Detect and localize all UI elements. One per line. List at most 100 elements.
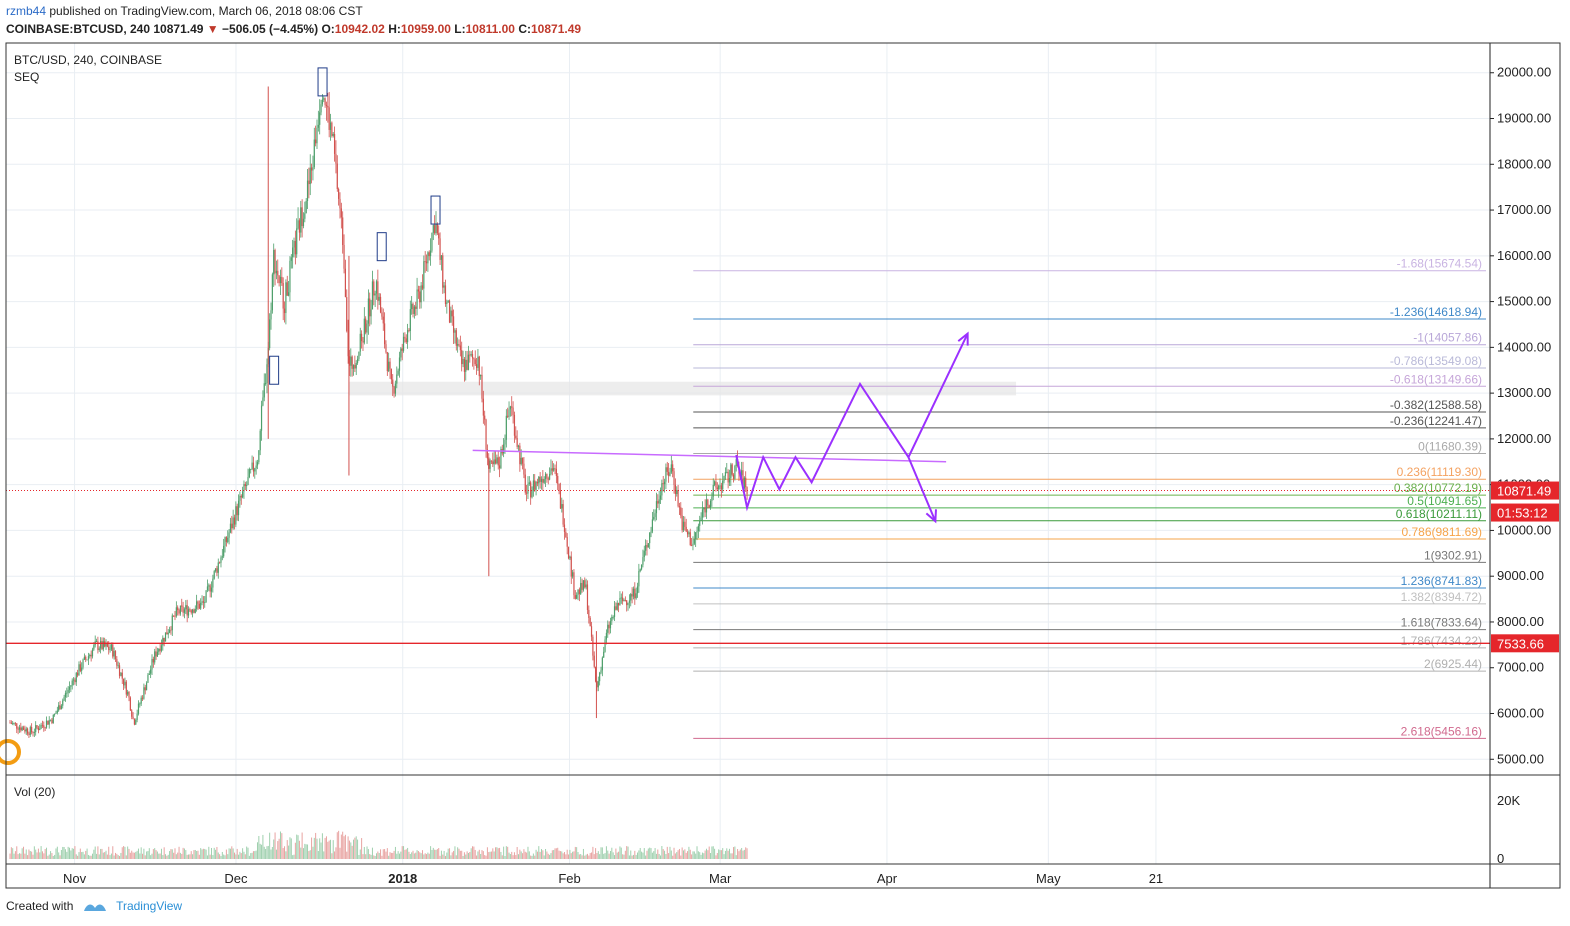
volume-bar: [152, 849, 154, 859]
candle-body: [41, 724, 44, 726]
candle-body: [700, 517, 702, 521]
volume-bar: [493, 851, 495, 859]
candle-body: [379, 296, 382, 313]
candle-body: [338, 189, 340, 199]
candle-body: [569, 556, 571, 559]
volume-bar: [507, 846, 509, 859]
volume-bar: [376, 853, 378, 859]
candle-body: [619, 598, 621, 606]
volume-bar: [246, 846, 248, 859]
volume-bar: [24, 853, 26, 859]
projection-alt-path[interactable]: [907, 456, 937, 522]
price-tick-label: 10000.00: [1497, 522, 1551, 537]
volume-bar: [431, 849, 433, 859]
volume-bar: [251, 852, 253, 859]
volume-bar: [622, 854, 624, 859]
tradingview-brand[interactable]: TradingView: [116, 899, 183, 913]
candle-body: [486, 449, 488, 459]
candle-body: [329, 122, 332, 130]
volume-bar: [385, 851, 387, 859]
volume-title[interactable]: Vol (20): [14, 785, 55, 799]
volume-bar: [467, 852, 469, 859]
time-axis[interactable]: Nov Dec 2018 Feb Mar Apr May 21: [63, 871, 1163, 886]
volume-bar: [534, 855, 536, 859]
volume-bar: [189, 854, 191, 859]
candle-body: [36, 725, 38, 728]
high-label: H:: [388, 22, 401, 36]
candle-body: [339, 198, 341, 209]
fib-level-label: 2.618(5456.16): [1401, 724, 1482, 738]
volume-bar: [124, 846, 126, 859]
volume-bar: [270, 849, 272, 859]
volume-bar: [48, 854, 50, 859]
candle-body: [26, 728, 29, 734]
volume-bar: [638, 850, 640, 859]
candle-body: [542, 478, 544, 483]
volume-bar: [719, 850, 721, 859]
volume-bar: [731, 853, 733, 859]
candle-body: [517, 445, 520, 447]
volume-bar: [261, 844, 263, 859]
volume-bar: [616, 852, 618, 859]
volume-bar: [127, 846, 129, 859]
volume-bar: [687, 851, 689, 859]
projection-path[interactable]: [735, 333, 969, 512]
candle-body: [436, 223, 438, 234]
volume-bar: [700, 854, 702, 859]
candle-body: [724, 472, 727, 477]
publisher-username[interactable]: rzmb44: [6, 4, 47, 18]
trendline[interactable]: [472, 449, 947, 463]
candle-body: [703, 507, 705, 510]
candle-body: [363, 318, 365, 343]
candle-body: [82, 659, 84, 668]
volume-bar: [449, 848, 451, 859]
candle-body: [630, 594, 632, 601]
candle-body: [116, 659, 118, 666]
candle-body: [638, 571, 640, 587]
volume-bar: [447, 848, 449, 859]
volume-bar: [359, 849, 361, 859]
close-value: 10871.49: [531, 22, 582, 36]
candle-body: [480, 374, 482, 377]
candle-body: [741, 470, 743, 476]
volume-bar: [733, 847, 735, 859]
volume-bar: [363, 846, 365, 859]
candle-body: [466, 359, 468, 370]
indicator-label[interactable]: SEQ: [14, 70, 39, 84]
candle-body: [45, 720, 48, 728]
candle-body: [164, 632, 167, 642]
volume-bar: [649, 847, 651, 859]
volume-bar: [500, 851, 502, 859]
volume-bar: [693, 851, 695, 859]
volume-bar: [600, 847, 602, 859]
fibonacci-extension[interactable]: -1.68(15674.54) -1.236(14618.94) -1(14057.…: [693, 257, 1486, 739]
candle-body: [98, 648, 100, 650]
resistance-zone[interactable]: [348, 381, 1017, 396]
volume-bar: [459, 850, 461, 859]
candle-body: [13, 722, 15, 724]
volume-bar: [469, 852, 471, 859]
drawing-tools[interactable]: [0, 67, 1490, 765]
candle-body: [712, 484, 714, 497]
candle-body: [93, 645, 95, 650]
volume-bar: [716, 853, 718, 859]
candle-body: [378, 296, 380, 301]
volume-bar: [438, 848, 440, 859]
candle-body: [120, 672, 122, 676]
volume-bar: [309, 850, 311, 859]
candle-body: [66, 692, 68, 694]
candle-body: [240, 495, 242, 498]
price-tick-label: 18000.00: [1497, 156, 1551, 171]
candle-body: [662, 483, 664, 485]
candle-body: [567, 546, 570, 559]
candle-body: [628, 600, 631, 603]
volume-bar: [86, 848, 88, 859]
volume-bar: [504, 855, 506, 859]
volume-bar: [71, 848, 73, 859]
candle-body: [431, 232, 433, 251]
volume-bar: [148, 848, 150, 859]
price-axis[interactable]: 20000.00 19000.00 18000.00 17000.00 16000.00…: [1490, 65, 1559, 866]
volume-bar: [723, 854, 725, 859]
candle-body: [352, 365, 355, 369]
